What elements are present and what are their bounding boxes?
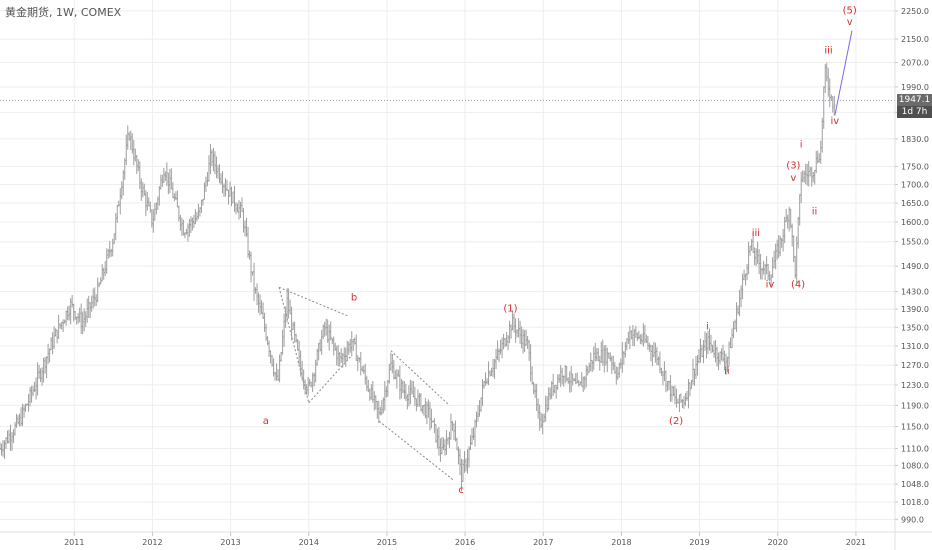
wave-label: a — [263, 416, 269, 427]
time-tick-label: 2013 — [220, 538, 240, 547]
time-axis[interactable]: 2011 2012 2013 2014 2015 2016 2017 2018 2019 2020… — [0, 531, 932, 547]
wave-label: (2) — [669, 416, 683, 427]
price-tick-label: 1270.0 — [901, 361, 929, 370]
price-tick-label: 1018.0 — [901, 498, 929, 507]
wave-label: v — [847, 17, 853, 28]
wave-label: iv — [830, 116, 839, 127]
price-tick-label: 1390.0 — [901, 305, 929, 314]
wave-label: ii — [812, 206, 818, 217]
price-bars — [0, 62, 836, 492]
wave-projection-line — [834, 30, 853, 116]
wave-label: i — [800, 139, 803, 150]
wave-label: iii — [752, 228, 760, 239]
wave-guide-lines — [278, 30, 853, 481]
wave-label: ii — [724, 366, 730, 377]
price-axis[interactable]: 990.0 1018.0 1048.0 1080.0 1110.0 1150.0 1190.… — [894, 0, 929, 550]
price-tick-label: 1830.0 — [901, 135, 929, 144]
wave-label: iii — [824, 46, 832, 57]
wave-guide-line — [308, 355, 353, 404]
price-tick-label: 1650.0 — [901, 199, 929, 208]
time-tick-label: 2019 — [689, 538, 709, 547]
wave-guide-line — [278, 286, 349, 317]
price-tick-label: 1700.0 — [901, 181, 929, 190]
wave-label: v — [790, 173, 796, 184]
price-tick-label: 2150.0 — [901, 35, 929, 44]
last-price-badge: 1947.1 — [897, 94, 932, 107]
wave-label: (1) — [503, 303, 517, 314]
wave-label: b — [351, 292, 357, 303]
price-tick-label: 990.0 — [901, 515, 924, 524]
wave-label: (5) — [843, 6, 857, 17]
time-tick-label: 2018 — [611, 538, 631, 547]
price-tick-label: 1490.0 — [901, 262, 929, 271]
price-tick-label: 1150.0 — [901, 423, 929, 432]
time-tick-label: 2016 — [455, 538, 475, 547]
price-tick-label: 1990.0 — [901, 83, 929, 92]
time-tick-label: 2012 — [142, 538, 162, 547]
price-tick-label: 1230.0 — [901, 381, 929, 390]
wave-label: (3) — [786, 160, 800, 171]
price-tick-label: 1080.0 — [901, 461, 929, 470]
price-tick-label: 1310.0 — [901, 342, 929, 351]
price-tick-label: 1430.0 — [901, 288, 929, 297]
price-tick-label: 1350.0 — [901, 323, 929, 332]
wave-label: c — [458, 485, 464, 496]
price-tick-label: 1110.0 — [901, 445, 929, 454]
price-tick-label: 2250.0 — [901, 7, 929, 16]
price-tick-label: 1750.0 — [901, 163, 929, 172]
time-tick-label: 2014 — [299, 538, 319, 547]
time-tick-label: 2017 — [533, 538, 553, 547]
wave-label: (4) — [791, 279, 805, 290]
time-tick-label: 2011 — [64, 538, 84, 547]
wave-label: i — [706, 322, 709, 333]
chart-grid — [0, 0, 895, 532]
price-tick-label: 1600.0 — [901, 218, 929, 227]
wave-guide-line — [390, 350, 450, 406]
price-tick-label: 1048.0 — [901, 480, 929, 489]
time-tick-label: 2021 — [846, 538, 866, 547]
price-tick-label: 1190.0 — [901, 401, 929, 410]
wave-guide-line — [278, 287, 310, 403]
price-tick-label: 1550.0 — [901, 238, 929, 247]
price-tick-label: 2070.0 — [901, 59, 929, 68]
time-tick-label: 2020 — [768, 538, 788, 547]
symbol-title: 黄金期货, 1W, COMEX — [5, 6, 122, 19]
bar-countdown-badge: 1d 7h — [897, 106, 932, 119]
time-tick-label: 2015 — [377, 538, 397, 547]
wave-label: iv — [766, 279, 775, 290]
